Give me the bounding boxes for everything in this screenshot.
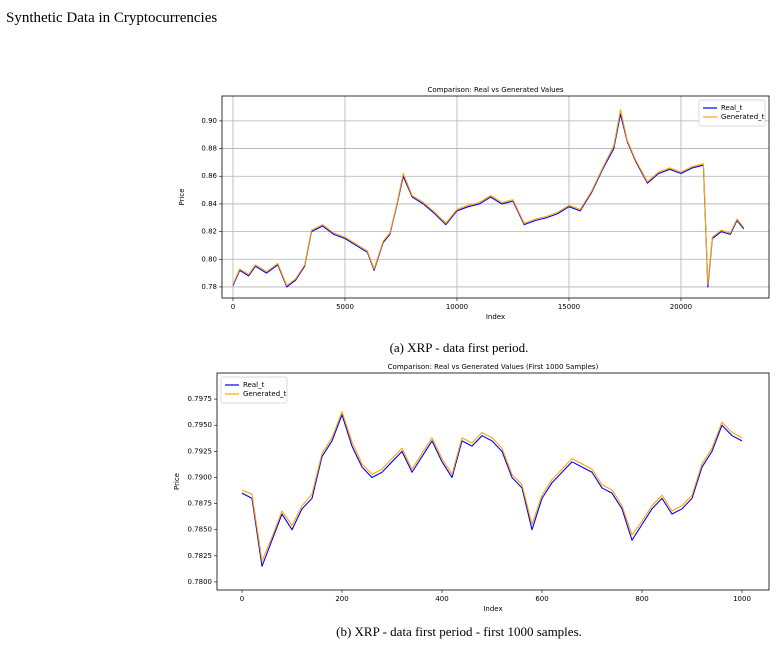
y-tick-label: 0.7975	[188, 395, 213, 403]
y-tick-label: 0.84	[201, 200, 217, 208]
series-line	[232, 109, 745, 287]
x-tick-label: 0	[231, 303, 235, 311]
y-tick-label: 0.7825	[188, 552, 213, 560]
y-tick-label: 0.88	[201, 145, 217, 153]
x-axis-label: Index	[486, 313, 505, 321]
y-tick-label: 0.7875	[188, 500, 213, 508]
legend-box	[698, 99, 766, 127]
y-axis-label: Price	[173, 473, 181, 490]
running-header: Synthetic Data in Cryptocurrencies	[6, 10, 218, 26]
x-tick-label: 200	[335, 595, 348, 603]
chart-title: Comparison: Real vs Generated Values	[427, 86, 563, 94]
legend-label: Real_t	[721, 104, 743, 112]
y-tick-label: 0.82	[201, 228, 217, 236]
chart-title: Comparison: Real vs Generated Values (Fi…	[388, 363, 599, 371]
y-tick-label: 0.7800	[188, 578, 213, 586]
x-tick-label: 15000	[558, 303, 580, 311]
y-tick-label: 0.7850	[188, 526, 213, 534]
series-line	[241, 414, 743, 567]
plot-frame	[216, 372, 770, 591]
legend-label: Real_t	[243, 381, 265, 389]
y-tick-label: 0.7900	[188, 473, 213, 481]
series-line	[241, 411, 743, 562]
x-tick-label: 0	[240, 595, 244, 603]
y-tick-label: 0.80	[201, 255, 217, 263]
x-tick-label: 400	[435, 595, 448, 603]
legend-label: Generated_t	[721, 113, 765, 121]
x-tick-label: 1000	[733, 595, 751, 603]
series-line	[232, 113, 745, 288]
x-tick-label: 600	[535, 595, 548, 603]
x-tick-label: 20000	[670, 303, 692, 311]
y-tick-label: 0.7925	[188, 447, 213, 455]
x-axis-label: Index	[483, 605, 502, 613]
legend-box	[220, 376, 288, 404]
y-tick-label: 0.78	[201, 283, 217, 291]
caption: (b) XRP - data first period - first 1000…	[336, 624, 582, 639]
y-tick-label: 0.90	[201, 117, 217, 125]
x-tick-label: 10000	[446, 303, 468, 311]
x-tick-label: 800	[635, 595, 648, 603]
legend-label: Generated_t	[243, 390, 287, 398]
plot-frame	[221, 95, 770, 299]
y-tick-label: 0.86	[201, 172, 217, 180]
y-axis-label: Price	[178, 188, 186, 205]
y-tick-label: 0.7950	[188, 421, 213, 429]
x-tick-label: 5000	[336, 303, 354, 311]
caption: (a) XRP - data first period.	[389, 340, 529, 355]
